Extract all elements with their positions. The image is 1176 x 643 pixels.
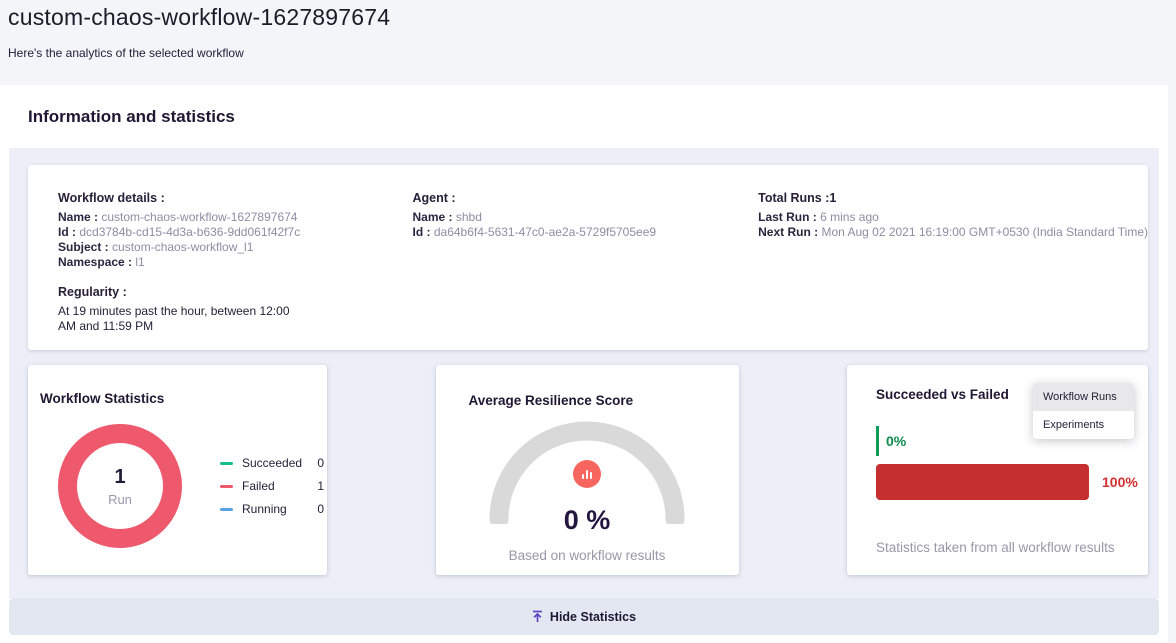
resilience-caption: Based on workflow results: [508, 548, 666, 563]
succeeded-bar: [876, 426, 879, 456]
running-dash-icon: [220, 507, 233, 511]
failed-dash-icon: [220, 484, 233, 488]
gauge-arc: [489, 421, 685, 529]
menu-item-workflow-runs[interactable]: Workflow Runs: [1033, 383, 1134, 411]
hide-statistics-label: Hide Statistics: [549, 609, 637, 624]
menu-item-experiments[interactable]: Experiments: [1043, 419, 1105, 431]
collapse-up-icon: [532, 610, 542, 622]
legend-item-running: Running 0: [220, 502, 324, 516]
total-runs-column: Total Runs :1 Last Run : 6 mins ago Next…: [758, 191, 1148, 350]
resilience-gauge: 0 %: [487, 420, 687, 535]
workflow-statistics-title: Workflow Statistics: [40, 391, 165, 406]
workflow-id-field: Id : dcd3784b-cd15-4d3a-b636-9dd061f42f7…: [58, 225, 301, 239]
agent-column: Agent : Name : shbd Id : da64b6f4-5631-4…: [413, 191, 759, 350]
page-header: custom-chaos-workflow-1627897674 Here's …: [0, 0, 1176, 85]
section-title: Information and statistics: [28, 107, 235, 126]
total-runs-heading: Total Runs :1: [758, 191, 837, 205]
comparison-caption: Statistics taken from all workflow resul…: [876, 540, 1115, 555]
workflow-statistics-card: Workflow Statistics 1 Run Succeeded 0: [28, 365, 327, 575]
last-run-field: Last Run : 6 mins ago: [758, 210, 879, 224]
hide-statistics-button[interactable]: Hide Statistics: [9, 598, 1159, 635]
agent-heading: Agent :: [412, 191, 456, 205]
page-subtitle: Here's the analytics of the selected wor…: [8, 46, 244, 60]
succeeded-dash-icon: [220, 461, 233, 465]
legend-item-succeeded: Succeeded 0: [220, 456, 324, 470]
page-title: custom-chaos-workflow-1627897674: [8, 4, 391, 30]
workflow-details-column: Workflow details : Name : custom-chaos-w…: [58, 191, 413, 350]
filter-dropdown-menu: Workflow Runs Experiments: [1033, 383, 1134, 439]
donut-center-value: 1: [114, 465, 126, 488]
agent-name-field: Name : shbd: [412, 210, 482, 224]
workflow-subject-field: Subject : custom-chaos-workflow_l1: [58, 240, 254, 254]
runs-donut-chart[interactable]: 1 Run: [58, 424, 182, 548]
bar-chart-icon: [573, 460, 601, 488]
resilience-score-title: Average Resilience Score: [468, 393, 634, 408]
donut-center-label: Run: [108, 491, 132, 507]
succeeded-bar-row: 0%: [876, 426, 1148, 456]
statistics-panel: Workflow details : Name : custom-chaos-w…: [9, 148, 1159, 598]
succeeded-vs-failed-card: Succeeded vs Failed Workflow Runs Experi…: [847, 365, 1148, 575]
workflow-namespace-field: Namespace : l1: [58, 255, 145, 269]
donut-legend: Succeeded 0 Failed 1 Running: [220, 447, 324, 525]
failed-percent-label: 100%: [1102, 474, 1138, 490]
workflow-info-card: Workflow details : Name : custom-chaos-w…: [28, 165, 1148, 350]
resilience-score-card: Average Resilience Score 0 % Based on wo…: [435, 365, 739, 575]
failed-bar-track: [876, 464, 1089, 500]
workflow-details-heading: Workflow details :: [58, 191, 165, 205]
succeeded-vs-failed-title: Succeeded vs Failed: [876, 387, 1009, 402]
next-run-field: Next Run : Mon Aug 02 2021 16:19:00 GMT+…: [758, 225, 1148, 239]
info-stats-container: Information and statistics Workflow deta…: [0, 85, 1168, 643]
section-header: Information and statistics: [0, 85, 1168, 148]
workflow-name-field: Name : custom-chaos-workflow-1627897674: [58, 210, 298, 224]
failed-bar-row: 100%: [876, 464, 1148, 500]
succeeded-percent-label: 0%: [886, 433, 907, 449]
failed-bar: [876, 464, 1089, 500]
agent-id-field: Id : da64b6f4-5631-47c0-ae2a-5729f5705ee…: [412, 225, 657, 239]
legend-item-failed: Failed 1: [220, 479, 324, 493]
regularity-text: At 19 minutes past the hour, between 12:…: [58, 304, 290, 333]
regularity-heading: Regularity :: [58, 285, 127, 299]
donut-chart-area: 1 Run Succeeded 0 Failed: [40, 424, 327, 548]
resilience-score-value: 0 %: [563, 505, 611, 535]
statistics-cards-row: Workflow Statistics 1 Run Succeeded 0: [28, 365, 1148, 575]
